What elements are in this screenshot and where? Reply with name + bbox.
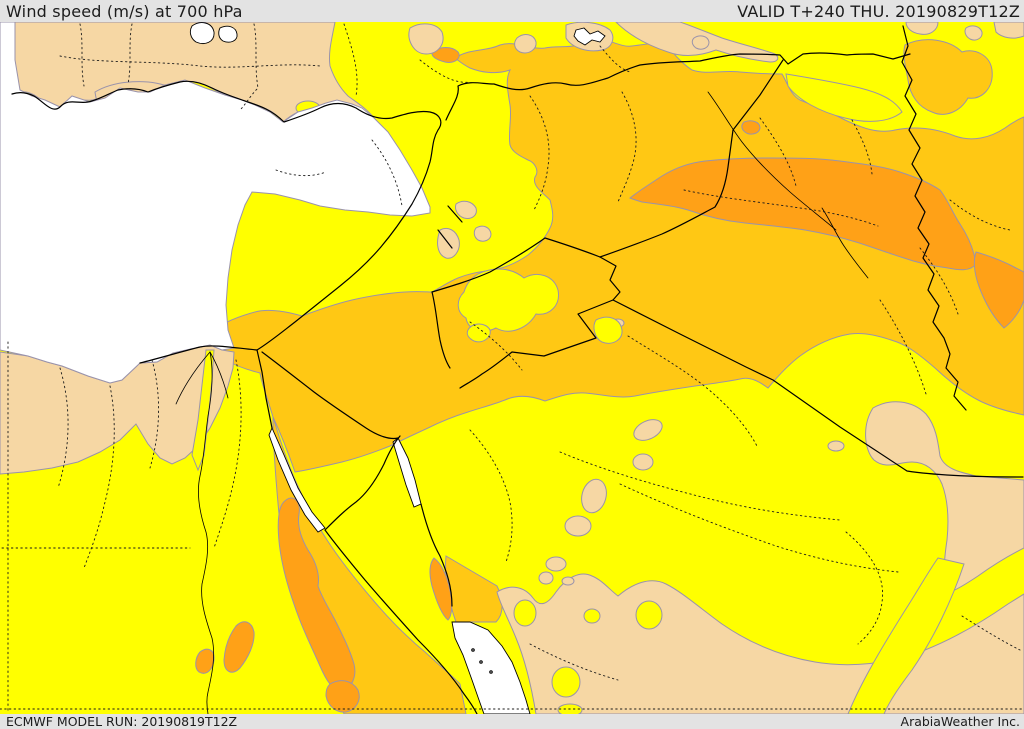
admin-boundary-dotted-lines: [0, 23, 1024, 713]
status-bar: ECMWF MODEL RUN: 20190819T12Z ArabiaWeat…: [0, 714, 1024, 729]
valid-time-label: VALID T+240 THU. 20190829T12Z: [737, 1, 1020, 21]
coastline-border-lines: [11, 25, 1024, 714]
wind-region-orange: [195, 47, 1024, 713]
sea-calm-regions: [0, 22, 606, 714]
title-bar: Wind speed (m/s) at 700 hPa VALID T+240 …: [0, 0, 1024, 22]
map-title: Wind speed (m/s) at 700 hPa: [6, 1, 243, 21]
model-run-label: ECMWF MODEL RUN: 20190819T12Z: [6, 714, 238, 729]
map-canvas: [0, 22, 1024, 714]
river-lines: [175, 91, 869, 714]
attribution-label: ArabiaWeather Inc.: [900, 714, 1020, 729]
